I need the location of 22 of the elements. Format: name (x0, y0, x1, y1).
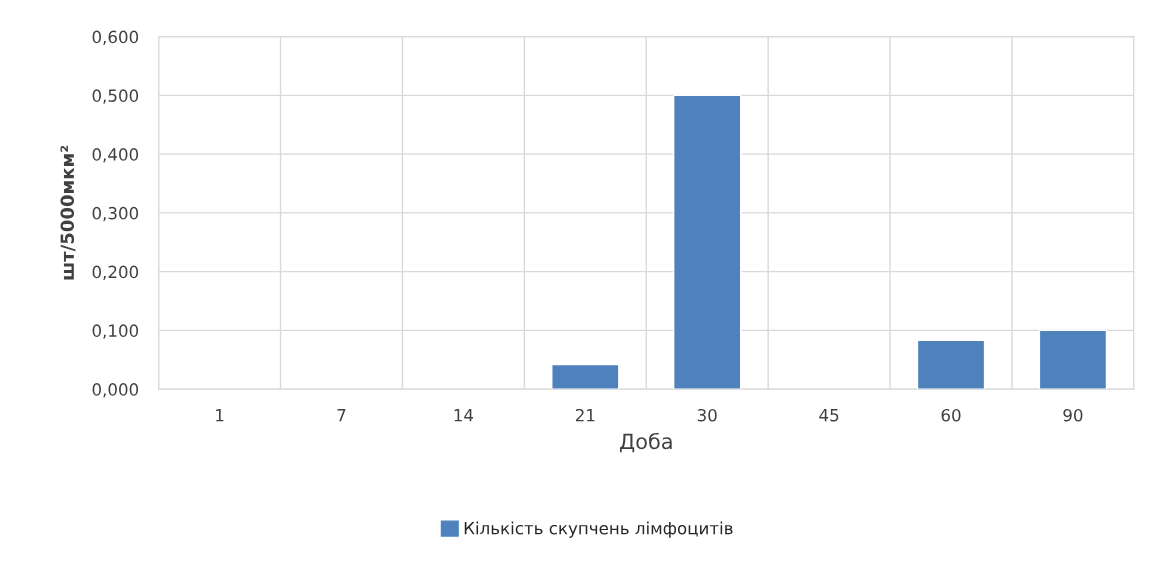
legend-label: Кількість скупчень лімфоцитів (464, 521, 733, 538)
y-tick-label: 0,400 (92, 148, 139, 163)
y-tick-label: 0,100 (92, 324, 139, 339)
y-tick-label: 0,200 (92, 265, 139, 280)
x-tick-label: 45 (819, 409, 839, 422)
x-axis-title: Доба (619, 432, 672, 453)
y-tick-label: 0,000 (92, 383, 139, 398)
x-tick-label: 21 (575, 408, 595, 422)
y-tick-label: 0,500 (92, 89, 139, 104)
y-tick-label: 0,600 (92, 30, 139, 45)
x-tick-label: 60 (941, 408, 961, 422)
y-axis-title: шт/5000мкм² (60, 145, 76, 280)
x-tick-label: 7 (337, 409, 346, 422)
x-tick-label: 30 (697, 408, 717, 422)
y-tick-label: 0,300 (92, 206, 139, 222)
bar (672, 94, 742, 390)
x-tick-label: 90 (1063, 408, 1083, 422)
bar (1038, 329, 1108, 390)
bar (551, 363, 620, 390)
x-tick-label: 14 (454, 409, 474, 422)
bar (916, 339, 986, 390)
x-tick-label: 1 (216, 409, 224, 422)
